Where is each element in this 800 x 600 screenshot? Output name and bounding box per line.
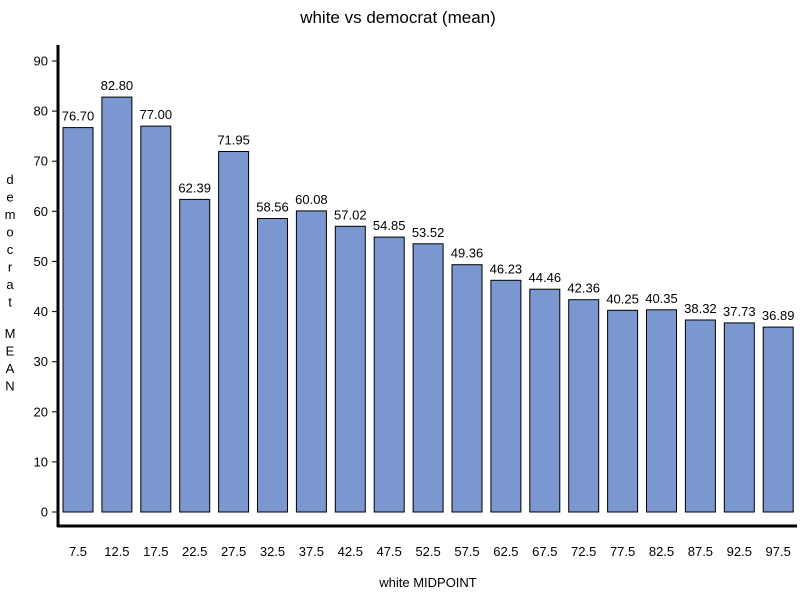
y-axis: 0 10 20 30 40 50 60 70 80 90 xyxy=(34,45,60,527)
x-tick-label-87.5: 87.5 xyxy=(688,544,713,559)
data-label-17.5: 77.00 xyxy=(140,107,173,122)
bar-92.5 xyxy=(723,322,755,513)
bar-97.5 xyxy=(762,326,794,513)
bar-22.5 xyxy=(179,198,211,513)
x-tick-label-67.5: 67.5 xyxy=(532,544,557,559)
data-label-67.5: 44.46 xyxy=(529,270,562,285)
data-label-22.5: 62.39 xyxy=(178,180,211,195)
y-tick-label-10: 10 xyxy=(34,454,48,469)
data-label-87.5: 38.32 xyxy=(684,301,717,316)
bar-87.5 xyxy=(684,319,716,513)
x-tick-label-42.5: 42.5 xyxy=(338,544,363,559)
y-tick-label-0: 0 xyxy=(41,505,48,520)
bar-82.5 xyxy=(646,309,677,513)
bar-7.5 xyxy=(62,127,94,513)
bar-52.5 xyxy=(412,243,444,513)
bar-27.5 xyxy=(218,151,250,513)
bars-group xyxy=(62,96,794,513)
x-tick-label-77.5: 77.5 xyxy=(610,544,635,559)
data-label-72.5: 42.36 xyxy=(567,281,600,296)
x-tick-label-62.5: 62.5 xyxy=(493,544,518,559)
x-tick-label-7.5: 7.5 xyxy=(69,544,87,559)
bar-32.5 xyxy=(257,218,288,513)
bar-77.5 xyxy=(607,309,639,513)
data-label-62.5: 46.23 xyxy=(490,261,523,276)
y-tick-label-90: 90 xyxy=(34,54,48,69)
x-tick-label-22.5: 22.5 xyxy=(182,544,207,559)
y-tick-label-20: 20 xyxy=(34,404,48,419)
x-axis: 7.5 12.5 17.5 22.5 27.5 32.5 37.5 42.5 47.5 52.5 5… xyxy=(57,524,797,559)
x-tick-label-37.5: 37.5 xyxy=(299,544,324,559)
data-label-92.5: 37.73 xyxy=(723,304,756,319)
data-label-97.5: 36.89 xyxy=(762,308,795,323)
bar-12.5 xyxy=(101,96,133,513)
x-tick-label-17.5: 17.5 xyxy=(143,544,168,559)
x-tick-label-97.5: 97.5 xyxy=(766,544,791,559)
x-tick-label-57.5: 57.5 xyxy=(454,544,479,559)
data-label-12.5: 82.80 xyxy=(101,78,134,93)
chart-title: white vs democrat (mean) xyxy=(299,8,496,27)
data-label-82.5: 40.35 xyxy=(645,291,678,306)
bar-62.5 xyxy=(490,279,522,513)
data-label-7.5: 76.70 xyxy=(62,109,95,124)
x-tick-label-92.5: 92.5 xyxy=(727,544,752,559)
data-label-52.5: 53.52 xyxy=(412,225,445,240)
x-tick-label-12.5: 12.5 xyxy=(104,544,129,559)
y-tick-label-60: 60 xyxy=(34,204,48,219)
x-tick-label-52.5: 52.5 xyxy=(415,544,440,559)
y-tick-label-80: 80 xyxy=(34,104,48,119)
bar-57.5 xyxy=(451,264,483,513)
data-label-37.5: 60.08 xyxy=(295,192,328,207)
data-label-77.5: 40.25 xyxy=(606,291,639,306)
data-label-32.5: 58.56 xyxy=(256,200,289,215)
x-tick-label-47.5: 47.5 xyxy=(377,544,402,559)
data-label-47.5: 54.85 xyxy=(373,218,406,233)
bar-42.5 xyxy=(334,225,366,513)
x-tick-label-82.5: 82.5 xyxy=(649,544,674,559)
data-label-42.5: 57.02 xyxy=(334,207,367,222)
x-tick-label-27.5: 27.5 xyxy=(221,544,246,559)
data-labels-group: 76.70 82.80 77.00 62.39 71.95 58.56 60.08 57.02… xyxy=(62,78,795,323)
x-tick-label-72.5: 72.5 xyxy=(571,544,596,559)
data-label-27.5: 71.95 xyxy=(217,133,250,148)
bar-72.5 xyxy=(568,299,600,513)
y-tick-label-50: 50 xyxy=(34,254,48,269)
x-axis-title: white MIDPOINT xyxy=(378,575,477,590)
y-tick-label-70: 70 xyxy=(34,154,48,169)
y-tick-label-40: 40 xyxy=(34,304,48,319)
x-tick-label-32.5: 32.5 xyxy=(260,544,285,559)
bar-47.5 xyxy=(373,236,405,513)
y-tick-label-30: 30 xyxy=(34,354,48,369)
bar-67.5 xyxy=(529,288,561,513)
data-label-57.5: 49.36 xyxy=(451,246,484,261)
bar-17.5 xyxy=(140,125,172,513)
bar-37.5 xyxy=(295,210,327,513)
